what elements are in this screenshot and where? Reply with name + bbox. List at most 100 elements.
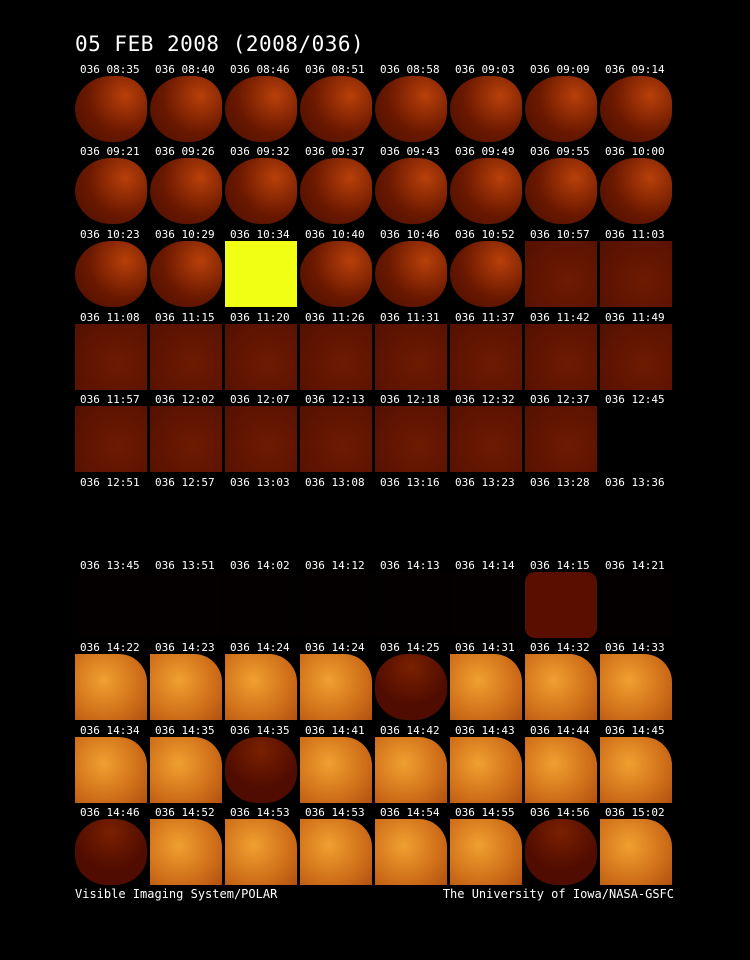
image-frame [450, 76, 522, 142]
frame-time: 036 12:37 [530, 393, 590, 406]
image-frame [300, 737, 372, 803]
image-frame [375, 406, 447, 472]
image-frame [75, 158, 147, 224]
image-frame [225, 737, 297, 803]
frame-time: 036 12:57 [155, 476, 215, 489]
frame-time: 036 09:32 [230, 145, 290, 158]
frame-time: 036 14:25 [380, 641, 440, 654]
frame-time: 036 11:15 [155, 311, 215, 324]
frame-time: 036 11:31 [380, 311, 440, 324]
image-frame [300, 572, 372, 638]
footer-left: Visible Imaging System/POLAR [75, 887, 278, 901]
image-frame [375, 737, 447, 803]
frame-time: 036 08:46 [230, 63, 290, 76]
frame-time: 036 10:34 [230, 228, 290, 241]
frame-time: 036 08:58 [380, 63, 440, 76]
frame-time: 036 14:02 [230, 559, 290, 572]
image-frame [300, 324, 372, 390]
image-frame [450, 819, 522, 885]
frame-time: 036 11:08 [80, 311, 140, 324]
frame-time: 036 14:35 [230, 724, 290, 737]
frame-time: 036 13:08 [305, 476, 365, 489]
frame-time: 036 13:23 [455, 476, 515, 489]
footer-right: The University of Iowa/NASA-GSFC [442, 887, 674, 901]
image-frame [225, 158, 297, 224]
frame-time: 036 10:40 [305, 228, 365, 241]
frame-time: 036 08:40 [155, 63, 215, 76]
image-frame [300, 76, 372, 142]
frame-time: 036 14:12 [305, 559, 365, 572]
image-frame [375, 324, 447, 390]
image-frame [375, 241, 447, 307]
image-frame [150, 158, 222, 224]
image-frame [225, 572, 297, 638]
image-frame [450, 241, 522, 307]
image-frame [450, 654, 522, 720]
image-frame [600, 737, 672, 803]
frame-time: 036 10:46 [380, 228, 440, 241]
frame-time: 036 10:23 [80, 228, 140, 241]
image-frame [150, 654, 222, 720]
frame-time: 036 14:54 [380, 806, 440, 819]
frame-time: 036 12:32 [455, 393, 515, 406]
frame-time: 036 12:07 [230, 393, 290, 406]
frame-time: 036 14:14 [455, 559, 515, 572]
image-frame [525, 737, 597, 803]
image-frame [225, 654, 297, 720]
frame-time: 036 14:53 [230, 806, 290, 819]
frame-time: 036 12:02 [155, 393, 215, 406]
image-frame [525, 819, 597, 885]
frame-time: 036 14:24 [305, 641, 365, 654]
frame-time: 036 14:23 [155, 641, 215, 654]
frame-time: 036 13:45 [80, 559, 140, 572]
image-frame [600, 572, 672, 638]
frame-time: 036 09:21 [80, 145, 140, 158]
frame-time: 036 10:00 [605, 145, 665, 158]
frame-time: 036 12:45 [605, 393, 665, 406]
frame-time: 036 14:53 [305, 806, 365, 819]
image-frame [75, 241, 147, 307]
image-frame [150, 819, 222, 885]
frame-time: 036 13:28 [530, 476, 590, 489]
frame-time: 036 14:45 [605, 724, 665, 737]
image-frame [75, 572, 147, 638]
frame-time: 036 14:32 [530, 641, 590, 654]
frame-time: 036 09:43 [380, 145, 440, 158]
frame-time: 036 09:37 [305, 145, 365, 158]
frame-time: 036 09:09 [530, 63, 590, 76]
frame-time: 036 11:42 [530, 311, 590, 324]
frame-time: 036 14:55 [455, 806, 515, 819]
image-frame [225, 76, 297, 142]
image-frame [150, 572, 222, 638]
image-frame [300, 158, 372, 224]
frame-time: 036 12:13 [305, 393, 365, 406]
frame-time: 036 12:51 [80, 476, 140, 489]
title: 05 FEB 2008 (2008/036) [75, 32, 365, 56]
frame-time: 036 14:42 [380, 724, 440, 737]
frame-time: 036 14:44 [530, 724, 590, 737]
image-frame [525, 324, 597, 390]
frame-time: 036 13:03 [230, 476, 290, 489]
image-frame [600, 654, 672, 720]
frame-time: 036 14:21 [605, 559, 665, 572]
frame-time: 036 10:52 [455, 228, 515, 241]
image-frame [150, 76, 222, 142]
frame-time: 036 13:51 [155, 559, 215, 572]
frame-time: 036 09:03 [455, 63, 515, 76]
frame-time: 036 09:49 [455, 145, 515, 158]
image-frame [525, 406, 597, 472]
frame-time: 036 14:56 [530, 806, 590, 819]
image-frame [375, 76, 447, 142]
image-frame [300, 654, 372, 720]
image-frame [525, 654, 597, 720]
image-frame [375, 654, 447, 720]
image-frame [150, 324, 222, 390]
image-frame [600, 241, 672, 307]
image-frame [600, 76, 672, 142]
frame-time: 036 10:29 [155, 228, 215, 241]
image-frame [75, 819, 147, 885]
image-frame [225, 324, 297, 390]
image-frame [225, 241, 297, 307]
image-frame [450, 406, 522, 472]
